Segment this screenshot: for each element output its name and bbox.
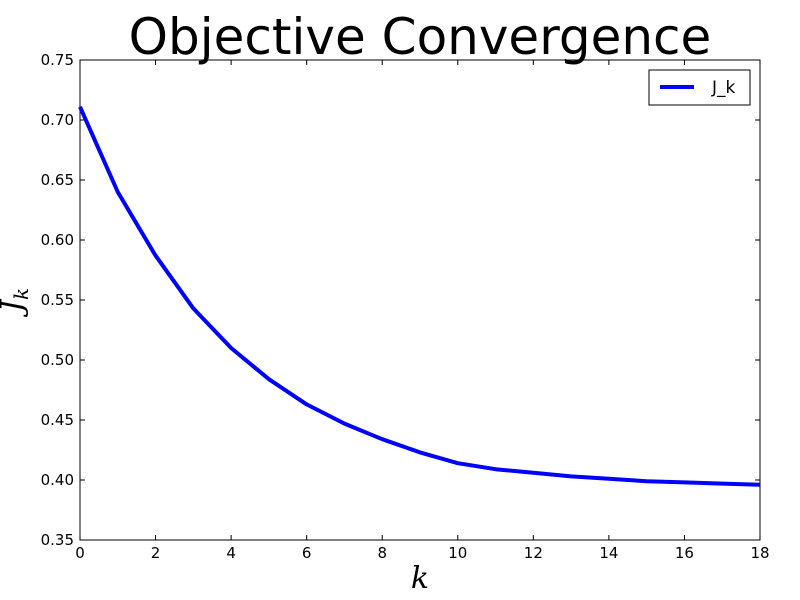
x-tick-label: 4: [226, 544, 236, 562]
x-axis: 0 2 4 6 8 10 12 14 16 18: [75, 60, 770, 562]
y-tick-label: 0.70: [41, 111, 74, 129]
plot-area: [79, 59, 761, 541]
series-layer: [78, 105, 761, 487]
y-tick-label: 0.65: [41, 171, 74, 189]
x-tick-label: 8: [377, 544, 387, 562]
x-tick-label: 10: [448, 544, 467, 562]
x-axis-label: k: [411, 561, 429, 596]
y-tick-label: 0.40: [41, 471, 74, 489]
x-tick-label: 16: [675, 544, 694, 562]
x-tick-label: 6: [302, 544, 312, 562]
x-tick-label: 18: [750, 544, 769, 562]
y-tick-label: 0.45: [41, 411, 74, 429]
plot-frame: [79, 59, 761, 541]
y-tick-label: 0.60: [41, 231, 74, 249]
legend-label-j-k: J_k: [711, 78, 736, 98]
y-tick-label: 0.35: [41, 531, 74, 549]
chart-title: Objective Convergence: [129, 8, 712, 66]
x-tick-label: 0: [75, 544, 85, 562]
y-tick-label: 0.75: [41, 51, 74, 69]
y-axis-label-main: J: [0, 298, 30, 318]
x-tick-label: 14: [599, 544, 618, 562]
y-axis-label: Jk: [0, 288, 33, 318]
y-axis-label-sub: k: [9, 288, 33, 300]
x-tick-label: 12: [524, 544, 543, 562]
y-axis: 0.35 0.40 0.45 0.50 0.55 0.60 0.65 0.70 0.75: [41, 51, 760, 549]
y-tick-label: 0.50: [41, 351, 74, 369]
legend: J_k: [648, 69, 751, 106]
x-tick-label: 2: [151, 544, 161, 562]
series-line-j-k: [78, 105, 761, 487]
y-tick-label: 0.55: [41, 291, 74, 309]
